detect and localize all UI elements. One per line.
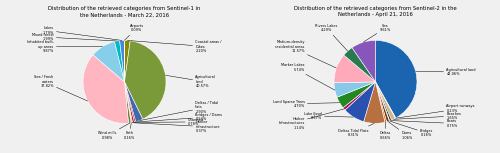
Wedge shape bbox=[124, 40, 130, 82]
Wedge shape bbox=[376, 82, 386, 122]
Wedge shape bbox=[124, 82, 131, 123]
Wedge shape bbox=[376, 82, 390, 121]
Wedge shape bbox=[124, 82, 132, 123]
Text: Lake IJssel
8.57%: Lake IJssel 8.57% bbox=[304, 112, 354, 120]
Text: Harbor
Infrastructures
1.14%: Harbor Infrastructures 1.14% bbox=[278, 109, 344, 130]
Text: Firth
0.16%: Firth 0.16% bbox=[124, 123, 135, 140]
Wedge shape bbox=[376, 40, 417, 118]
Text: Inhabited built-
up areas
9.87%: Inhabited built- up areas 9.87% bbox=[26, 40, 102, 53]
Wedge shape bbox=[376, 82, 392, 121]
Wedge shape bbox=[344, 48, 376, 82]
Text: Medium-density
residential areas
11.57%: Medium-density residential areas 11.57% bbox=[276, 40, 336, 68]
Text: Wind mills
0.98%: Wind mills 0.98% bbox=[98, 123, 130, 140]
Wedge shape bbox=[334, 55, 376, 83]
Text: Boats
0.75%: Boats 0.75% bbox=[390, 119, 458, 128]
Wedge shape bbox=[124, 82, 132, 123]
Text: Rivers Lakes
4.29%: Rivers Lakes 4.29% bbox=[316, 24, 348, 51]
Text: Harbor
infrastructure
0.37%: Harbor infrastructure 0.37% bbox=[132, 120, 220, 133]
Wedge shape bbox=[376, 82, 396, 118]
Text: Beaches
1.65%: Beaches 1.65% bbox=[394, 112, 461, 120]
Wedge shape bbox=[120, 40, 124, 82]
Text: Coastal areas /
Dikes
2.20%: Coastal areas / Dikes 2.20% bbox=[128, 40, 222, 53]
Text: Lakes
1.79%: Lakes 1.79% bbox=[42, 26, 122, 40]
Text: Dams
1.06%: Dams 1.06% bbox=[388, 121, 413, 140]
Text: Mixed forest
1.99%: Mixed forest 1.99% bbox=[32, 33, 117, 41]
Text: Bridges / Dams
0.53%: Bridges / Dams 0.53% bbox=[135, 113, 222, 122]
Text: Marker Lakes
5.74%: Marker Lakes 5.74% bbox=[281, 63, 335, 90]
Wedge shape bbox=[124, 82, 134, 123]
Text: Airport runways
0.23%: Airport runways 0.23% bbox=[396, 104, 475, 118]
Wedge shape bbox=[124, 82, 136, 122]
Text: Deltas / Tidal
flats
2.90%: Deltas / Tidal flats 2.90% bbox=[140, 101, 218, 121]
Wedge shape bbox=[124, 82, 143, 122]
Wedge shape bbox=[376, 82, 396, 120]
Text: Airports
0.09%: Airports 0.09% bbox=[124, 24, 144, 40]
Wedge shape bbox=[93, 42, 124, 82]
Text: Agricultural land
42.06%: Agricultural land 42.06% bbox=[416, 68, 476, 76]
Text: Sea
9.61%: Sea 9.61% bbox=[363, 24, 391, 42]
Wedge shape bbox=[337, 82, 376, 108]
Text: Channels
0.78%: Channels 0.78% bbox=[134, 118, 204, 126]
Title: Distribution of the retrieved categories from Sentinel-1 in
the Netherlands - Ma: Distribution of the retrieved categories… bbox=[48, 6, 201, 17]
Text: Bridges
0.16%: Bridges 0.16% bbox=[390, 121, 434, 137]
Text: Agricultural
land
40.57%: Agricultural land 40.57% bbox=[166, 75, 216, 88]
Text: Deltas Tidal Flats
8.31%: Deltas Tidal Flats 8.31% bbox=[338, 123, 374, 137]
Wedge shape bbox=[364, 82, 385, 123]
Wedge shape bbox=[124, 41, 166, 119]
Wedge shape bbox=[114, 41, 124, 82]
Wedge shape bbox=[334, 82, 376, 97]
Text: Deltas
0.66%: Deltas 0.66% bbox=[380, 122, 391, 140]
Wedge shape bbox=[83, 55, 128, 123]
Wedge shape bbox=[352, 40, 376, 82]
Wedge shape bbox=[343, 82, 376, 110]
Text: Sea / Fresh
waters
37.82%: Sea / Fresh waters 37.82% bbox=[34, 75, 88, 101]
Text: Land Sparse Trees
4.70%: Land Sparse Trees 4.70% bbox=[272, 100, 340, 108]
Wedge shape bbox=[376, 82, 389, 122]
Wedge shape bbox=[345, 82, 376, 122]
Title: Distribution of the retrieved categories from Sentinel-2 in the
Netherlands - Ap: Distribution of the retrieved categories… bbox=[294, 6, 457, 17]
